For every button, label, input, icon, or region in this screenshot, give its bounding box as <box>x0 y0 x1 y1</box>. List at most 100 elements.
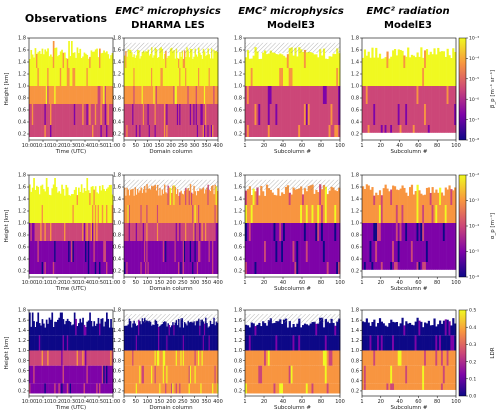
heatmap-cell <box>107 335 110 351</box>
heatmap-cell <box>362 350 365 366</box>
heatmap-cell <box>131 327 133 336</box>
heatmap-cell <box>125 383 127 394</box>
heatmap-cell <box>162 241 165 262</box>
heatmap-cell <box>133 241 135 262</box>
heatmap-cell <box>209 383 212 394</box>
heatmap-cell <box>69 205 72 223</box>
heatmap-cell <box>321 55 324 68</box>
heatmap-cell <box>196 335 199 351</box>
heatmap-cell <box>135 86 138 104</box>
heatmap-cell <box>147 188 149 205</box>
heatmap-cell <box>195 320 198 336</box>
heatmap-cell <box>183 241 186 262</box>
heatmap-cell <box>168 324 171 336</box>
y-tick-label: 0.2 <box>234 132 242 138</box>
heatmap-cell <box>267 53 270 68</box>
heatmap-cell <box>54 205 56 223</box>
heatmap-cell <box>183 205 186 223</box>
heatmap-cell <box>161 365 164 384</box>
x-tick-label: 350 <box>201 399 211 405</box>
heatmap-cell <box>429 383 432 390</box>
heatmap-cell <box>294 86 297 104</box>
heatmap-cell <box>99 86 101 104</box>
heatmap-cell <box>80 205 83 223</box>
heatmap-cell <box>128 241 131 262</box>
heatmap-cell <box>76 68 79 86</box>
heatmap-cell <box>106 104 108 125</box>
heatmap-cell <box>365 86 368 104</box>
heatmap-cell <box>367 365 370 384</box>
heatmap-cell <box>178 241 180 262</box>
heatmap-cell <box>418 104 421 125</box>
heatmap-cell <box>258 335 261 351</box>
heatmap-cell <box>172 125 174 137</box>
heatmap-cell <box>281 86 284 104</box>
heatmap-cell <box>422 57 425 68</box>
heatmap-cell <box>175 319 178 336</box>
heatmap-cell <box>47 48 49 68</box>
heatmap-cell <box>296 189 299 205</box>
heatmap-cell <box>433 104 436 125</box>
heatmap-cell <box>132 335 134 351</box>
heatmap-cell <box>48 383 51 394</box>
heatmap-cell <box>82 56 84 68</box>
heatmap-cell <box>96 223 98 241</box>
heatmap-cell <box>166 104 168 125</box>
heatmap-cell <box>390 350 393 366</box>
heatmap-cell <box>136 68 139 86</box>
heatmap-cell <box>265 241 269 262</box>
heatmap-cell <box>143 186 146 205</box>
heatmap-cell <box>446 383 449 390</box>
heatmap-cell <box>125 335 127 351</box>
heatmap-cell <box>145 223 147 241</box>
heatmap-cell <box>111 68 114 86</box>
heatmap-cell <box>148 350 151 366</box>
heatmap-cell <box>313 335 316 351</box>
heatmap-cell <box>330 104 333 125</box>
heatmap-cell <box>141 335 144 351</box>
heatmap-cell <box>198 318 200 336</box>
heatmap-cell <box>206 54 208 68</box>
heatmap-cell <box>283 194 286 205</box>
heatmap-cell <box>167 223 169 241</box>
heatmap-cell <box>442 195 446 205</box>
heatmap-cell <box>93 335 96 351</box>
heatmap-cell <box>258 241 261 262</box>
heatmap-cell <box>201 188 204 205</box>
heatmap-cell <box>439 205 442 223</box>
heatmap-cell <box>132 188 134 205</box>
heatmap-cell <box>183 223 186 241</box>
heatmap-cell <box>90 50 93 68</box>
heatmap-cell <box>420 241 423 262</box>
heatmap-cell <box>367 86 370 104</box>
y-tick-label: 0.4 <box>113 120 121 126</box>
heatmap-cell <box>212 86 214 104</box>
heatmap-cell <box>50 68 52 86</box>
heatmap-cell <box>30 223 33 241</box>
heatmap-cell <box>128 205 131 223</box>
heatmap-cell <box>362 262 365 270</box>
heatmap-cell <box>169 86 172 104</box>
heatmap-cell <box>248 186 251 205</box>
heatmap-cell <box>332 125 335 137</box>
heatmap-cell <box>450 223 453 241</box>
heatmap-cell <box>444 86 447 104</box>
heatmap-cell <box>409 241 412 262</box>
heatmap-cell <box>110 335 112 351</box>
heatmap-cell <box>145 192 147 205</box>
heatmap-cell <box>37 365 40 384</box>
heatmap-cell <box>73 365 76 384</box>
heatmap-cell <box>190 350 193 366</box>
heatmap-cell <box>92 365 94 384</box>
heatmap-cell <box>181 193 184 205</box>
heatmap-cell <box>252 350 255 366</box>
heatmap-cell <box>29 86 31 104</box>
heatmap-cell <box>199 350 201 366</box>
heatmap-cell <box>450 262 453 270</box>
heatmap-cell <box>393 223 397 241</box>
heatmap-cell <box>378 241 382 262</box>
heatmap-cell <box>34 350 37 366</box>
heatmap-cell <box>94 350 97 366</box>
heatmap-cell <box>103 50 105 68</box>
heatmap-cell <box>125 104 127 125</box>
